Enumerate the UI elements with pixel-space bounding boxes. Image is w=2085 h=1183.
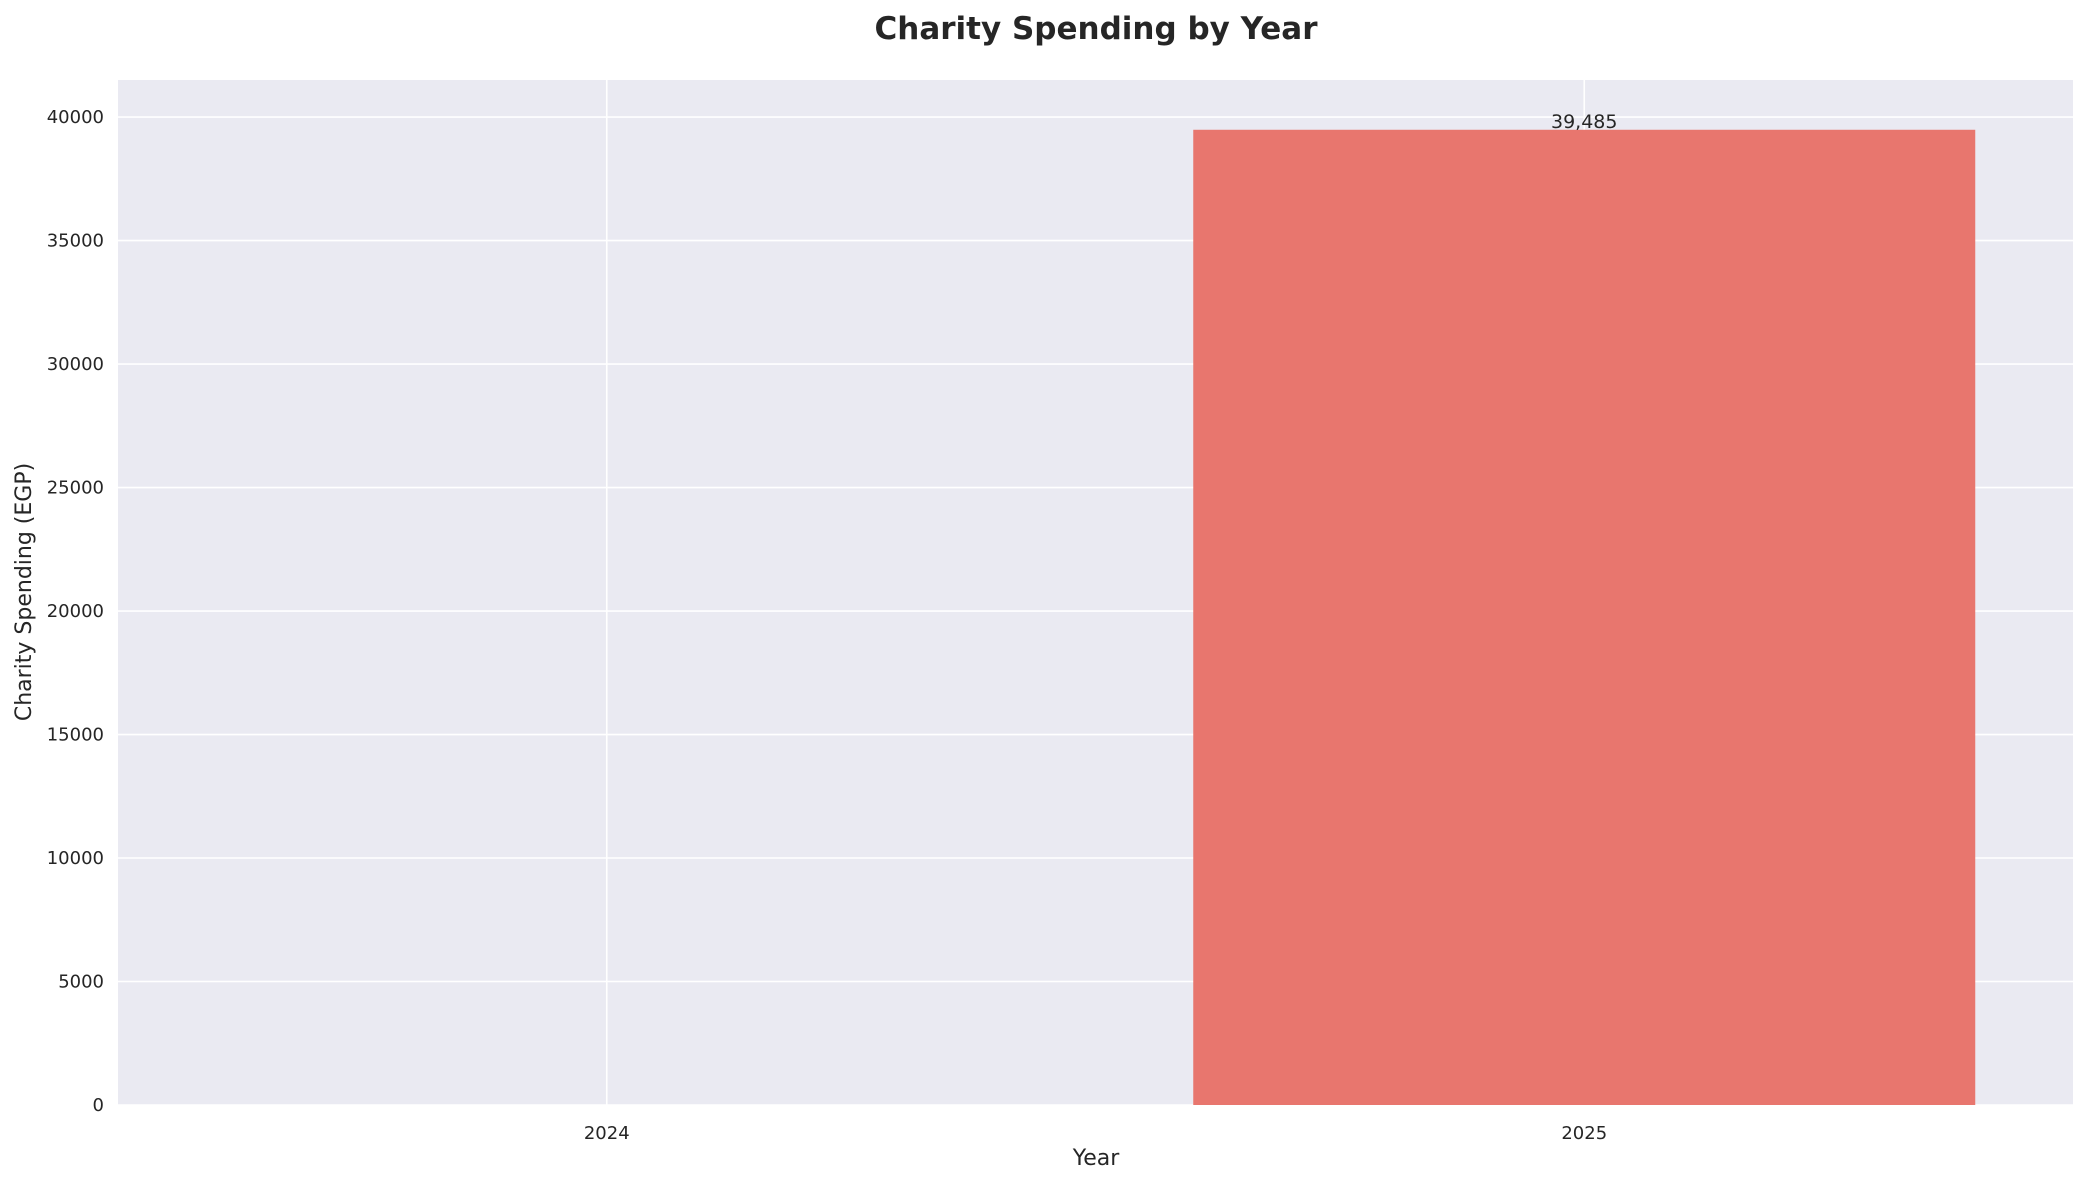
x-axis-label: Year [1072, 1146, 1121, 1171]
y-tick-label: 15000 [47, 725, 104, 746]
y-tick-label: 35000 [47, 231, 104, 252]
y-tick-label: 5000 [58, 972, 104, 993]
bar-2025 [1193, 129, 1976, 1105]
bars [1193, 129, 1976, 1105]
y-tick-label: 30000 [47, 354, 104, 375]
y-tick-label: 0 [93, 1095, 104, 1116]
bar-data-labels: 39,485 [1551, 111, 1617, 133]
bar-data-label: 39,485 [1551, 111, 1617, 133]
y-tick-label: 20000 [47, 601, 104, 622]
y-tick-labels: 0 5000 10000 15000 20000 25000 30000 35000 40000 [47, 107, 104, 1116]
y-tick-label: 25000 [47, 478, 104, 499]
chart-title: Charity Spending by Year [875, 11, 1319, 47]
x-tick-label: 2024 [584, 1123, 630, 1144]
y-tick-label: 40000 [47, 107, 104, 128]
x-tick-labels: 2024 2025 [584, 1123, 1607, 1144]
y-axis-label: Charity Spending (EGP) [12, 463, 37, 721]
x-tick-label: 2025 [1561, 1123, 1607, 1144]
y-tick-label: 10000 [47, 848, 104, 869]
